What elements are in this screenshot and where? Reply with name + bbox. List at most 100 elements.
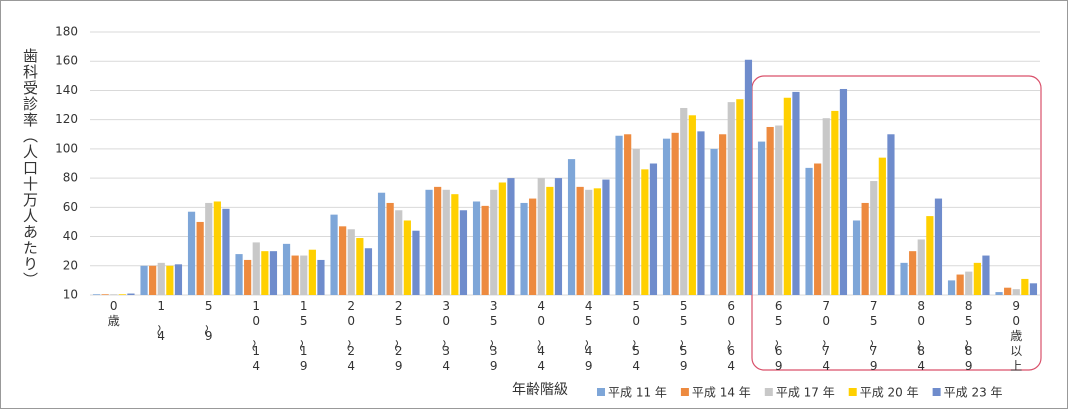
bar (546, 186, 554, 295)
y-axis-label: 歯科受診率（人口十万人あたり） (21, 48, 39, 288)
bar (252, 242, 260, 295)
bar (554, 178, 563, 295)
bar (101, 294, 109, 295)
x-tick-label: 4 5 ～4 9 (580, 299, 594, 373)
x-tick-label: 3 0 ～3 4 (437, 299, 451, 373)
bar (900, 262, 908, 295)
bar (187, 211, 196, 295)
bar (662, 138, 671, 295)
bar (498, 182, 506, 295)
y-tick-label: 160 (55, 54, 78, 68)
bar (110, 294, 118, 295)
bar (92, 294, 101, 295)
bar (995, 292, 1003, 295)
bar (1029, 283, 1038, 295)
x-tick-label: 8 5 ～8 9 (960, 299, 974, 373)
bar (425, 189, 433, 295)
bar (451, 194, 459, 295)
bar (917, 239, 925, 295)
legend-swatch (848, 388, 857, 396)
legend-swatch (680, 388, 689, 396)
bar (965, 271, 973, 295)
bar (434, 186, 442, 295)
bar (222, 208, 230, 295)
bar (805, 167, 813, 295)
bar (775, 125, 783, 295)
bar (386, 202, 394, 295)
bar (347, 229, 355, 295)
x-tick-label: 5 5 ～5 9 (675, 299, 689, 373)
bar (472, 201, 481, 295)
bar (814, 163, 822, 295)
bar (831, 110, 839, 296)
bar (934, 198, 943, 295)
x-tick-label: 5 ～9 (200, 299, 214, 343)
bar (339, 226, 347, 295)
y-tick-label: 40 (63, 229, 78, 243)
bar (576, 186, 584, 295)
legend-label: 平成 17 年 (776, 386, 835, 400)
bar (585, 189, 593, 295)
bar (744, 59, 753, 296)
bar (157, 262, 165, 295)
bar (982, 255, 990, 295)
bar (118, 294, 126, 295)
bar (364, 248, 373, 295)
bar (1004, 287, 1012, 295)
bar (308, 249, 316, 295)
bar (174, 264, 183, 295)
bar (973, 262, 981, 295)
x-tick-label: 7 5 ～7 9 (865, 299, 879, 373)
bar (140, 265, 148, 295)
bar (671, 132, 679, 295)
bar (757, 141, 766, 295)
legend-swatch (597, 388, 605, 396)
y-tick-label: 100 (55, 141, 78, 155)
bar (887, 134, 895, 295)
bar (624, 134, 632, 295)
legend-swatch (932, 388, 941, 396)
bar (412, 230, 420, 295)
bar (680, 107, 688, 295)
bar (839, 88, 848, 295)
bar (615, 135, 623, 295)
bar (567, 159, 576, 295)
x-tick-label: 2 0 ～2 4 (342, 299, 356, 373)
legend-swatch (764, 388, 773, 396)
bar (632, 148, 640, 295)
bar (507, 178, 515, 295)
bar (205, 202, 213, 295)
bar (196, 221, 204, 295)
x-tick-label: 5 0 ～5 4 (627, 299, 641, 373)
bar (593, 188, 601, 295)
y-tick-label: 120 (55, 112, 78, 126)
bar (697, 131, 705, 295)
bar (870, 181, 878, 295)
x-tick-label: 1 5 ～1 9 (295, 299, 309, 373)
bar (490, 189, 498, 295)
bar (783, 97, 791, 295)
bar (947, 280, 956, 295)
bar (403, 220, 411, 295)
bar (822, 118, 830, 295)
bar (291, 255, 299, 295)
y-tick-label: 10 (63, 288, 78, 302)
bar (459, 210, 468, 295)
bar (956, 274, 964, 295)
x-tick-label: 6 5 ～6 9 (770, 299, 784, 373)
bar (878, 157, 886, 295)
bar (356, 238, 364, 295)
bar (861, 202, 869, 295)
y-tick-label: 80 (63, 171, 78, 185)
bar (602, 179, 610, 295)
bar (909, 251, 917, 295)
y-tick-label: 180 (55, 25, 78, 39)
bar (727, 102, 735, 295)
bar (537, 178, 545, 295)
legend-label: 平成 20 年 (860, 386, 919, 400)
bar (641, 169, 649, 295)
y-tick-label: 60 (63, 200, 78, 214)
x-tick-label: 9 0 歳以上 (1010, 299, 1022, 373)
